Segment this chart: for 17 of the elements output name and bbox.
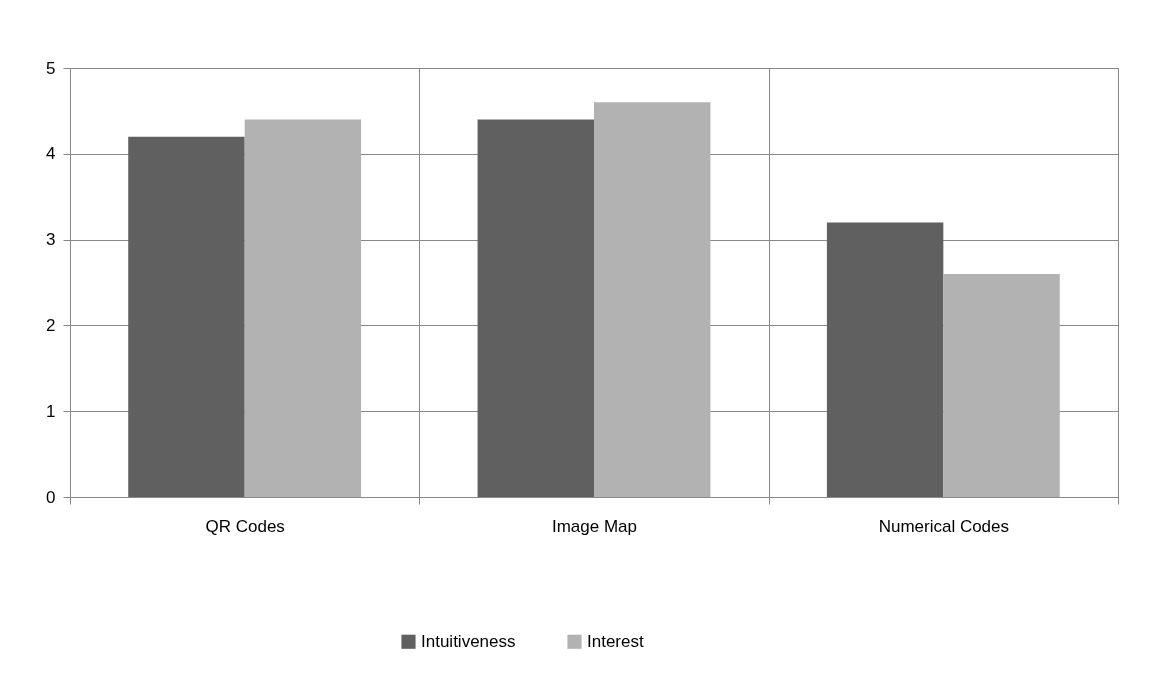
bar (244, 119, 362, 497)
legend-label: Interest (587, 631, 644, 651)
bar (826, 222, 944, 497)
y-tick-label: 5 (46, 58, 56, 78)
x-tick-label: Image Map (551, 516, 638, 536)
legend-label: Intuitiveness (421, 631, 516, 651)
x-tick-label: QR Codes (205, 516, 285, 536)
y-tick-label: 2 (46, 315, 56, 335)
y-tick-label: 0 (46, 487, 56, 507)
y-tick-label: 1 (46, 401, 56, 421)
y-tick-label: 3 (46, 230, 56, 250)
y-tick-label: 4 (46, 144, 56, 164)
bar (943, 273, 1060, 497)
bar (594, 102, 711, 497)
bar (128, 136, 245, 497)
bar (477, 119, 594, 497)
x-tick-label: Numerical Codes (878, 516, 1010, 536)
